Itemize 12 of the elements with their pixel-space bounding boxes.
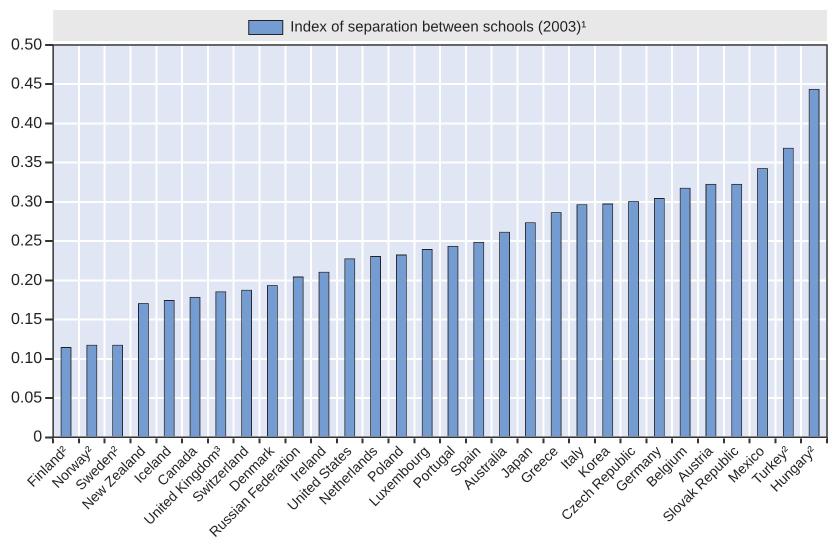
legend-label: Index of separation between schools (2003)¹ bbox=[290, 18, 586, 36]
y-tick-label: 0.40 bbox=[11, 114, 42, 132]
y-tick-label: 0.50 bbox=[11, 36, 42, 54]
y-tick-label: 0.30 bbox=[11, 193, 42, 210]
y-tick-label: 0.10 bbox=[11, 350, 42, 368]
y-tick-label: 0 bbox=[33, 428, 42, 446]
y-tick-label: 0.25 bbox=[11, 232, 42, 250]
y-tick-label: 0.15 bbox=[11, 311, 42, 328]
y-tick-label: 0.05 bbox=[11, 389, 42, 406]
y-tick-label: 0.20 bbox=[11, 272, 42, 289]
y-tick-label: 0.35 bbox=[11, 154, 42, 172]
y-tick-label: 0.45 bbox=[11, 76, 42, 93]
